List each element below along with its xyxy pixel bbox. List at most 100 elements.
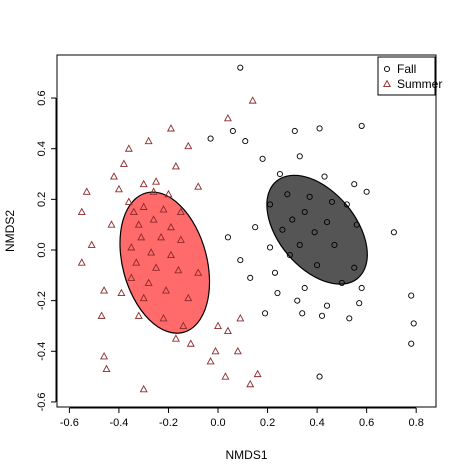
data-points [77, 64, 417, 393]
fall-point [286, 252, 293, 259]
legend-fall-marker [383, 65, 391, 73]
ellipse-summer [119, 191, 211, 334]
legend-fall-label: Fall [397, 62, 416, 76]
summer-point [134, 311, 143, 319]
summer-point [127, 273, 136, 281]
summer-point [246, 379, 255, 388]
summer-point [179, 321, 188, 329]
fall-point [358, 284, 365, 292]
confidence-ellipses [119, 174, 368, 334]
fall-point [323, 302, 331, 309]
summer-point [184, 141, 193, 150]
summer-point [87, 240, 96, 248]
summer-point [174, 265, 183, 274]
x-tick-label: -0.2 [159, 417, 178, 429]
x-axis-label: NMDS1 [225, 448, 267, 462]
summer-point [159, 205, 168, 213]
summer-point [214, 321, 222, 329]
fall-point [237, 257, 244, 264]
summer-point [194, 182, 203, 190]
summer-point [233, 346, 242, 355]
fall-point [410, 320, 417, 327]
summer-point [144, 136, 153, 145]
y-tick-label: 0.4 [36, 141, 48, 156]
summer-point [147, 248, 156, 256]
y-tick-label: -0.4 [36, 342, 48, 361]
fall-point [316, 373, 323, 380]
summer-point [149, 187, 158, 195]
fall-point [242, 138, 249, 145]
plot-frame [56, 54, 437, 408]
summer-point [162, 286, 170, 294]
summer-point [157, 232, 166, 241]
fall-point [346, 315, 353, 322]
x-tick-label: 0.0 [210, 417, 225, 429]
fall-point [408, 292, 415, 299]
fall-point [237, 64, 244, 71]
fall-point [353, 221, 360, 228]
summer-point [77, 258, 86, 266]
fall-point [321, 173, 328, 180]
summer-point [127, 243, 136, 251]
fall-point [358, 122, 365, 129]
fall-point [294, 297, 301, 304]
fall-point [363, 188, 370, 195]
fall-point [323, 219, 331, 226]
summer-point [176, 235, 185, 243]
summer-point [164, 189, 173, 198]
x-tick-label: 0.6 [359, 417, 374, 429]
summer-point [137, 232, 146, 241]
fall-point [262, 310, 269, 317]
summer-point [149, 215, 158, 223]
fall-point [224, 234, 231, 241]
summer-point [132, 258, 141, 266]
fall-point [314, 262, 321, 269]
summer-point [166, 250, 175, 259]
fall-point [316, 125, 323, 132]
ellipse-fall [266, 174, 368, 285]
summer-point [129, 207, 138, 216]
y-tick-label: -0.6 [36, 392, 48, 411]
x-tick-label: 0.8 [409, 417, 424, 429]
summer-point [102, 364, 111, 373]
summer-point [107, 220, 116, 228]
fall-point [296, 241, 303, 248]
x-tick-label: -0.6 [60, 417, 79, 429]
summer-point [114, 184, 123, 193]
summer-point [82, 187, 91, 195]
fall-point [284, 191, 291, 198]
y-tick-label: 0.0 [36, 242, 48, 257]
fall-point [331, 241, 338, 248]
summer-point [166, 124, 175, 132]
summer-point [139, 293, 148, 302]
fall-point [289, 216, 296, 223]
fall-point [276, 170, 283, 178]
fall-point [247, 274, 254, 281]
fall-point [311, 229, 318, 236]
summer-point [97, 311, 106, 319]
fall-point [274, 289, 281, 297]
fall-point [259, 155, 266, 162]
fall-point [291, 127, 298, 135]
x-tick-label: -0.4 [109, 417, 128, 429]
y-tick-label: 0.2 [36, 192, 48, 207]
fall-point [356, 300, 363, 307]
fall-point [299, 310, 306, 317]
summer-point [109, 172, 118, 180]
fall-point [229, 127, 236, 135]
fall-point [351, 264, 358, 271]
x-axis: -0.6 -0.4 -0.2 0.0 0.2 0.4 0.6 0.8 [60, 407, 424, 429]
summer-point [139, 202, 148, 210]
summer-point [166, 222, 175, 231]
fall-point [301, 208, 308, 216]
summer-point [100, 352, 109, 360]
fall-point [343, 201, 350, 208]
summer-point [139, 179, 148, 188]
summer-point [236, 314, 245, 322]
summer-point [176, 207, 185, 216]
y-axis-label: NMDS2 [3, 210, 17, 252]
fall-point [266, 201, 274, 208]
fall-point [279, 226, 286, 233]
summer-point [117, 288, 126, 297]
